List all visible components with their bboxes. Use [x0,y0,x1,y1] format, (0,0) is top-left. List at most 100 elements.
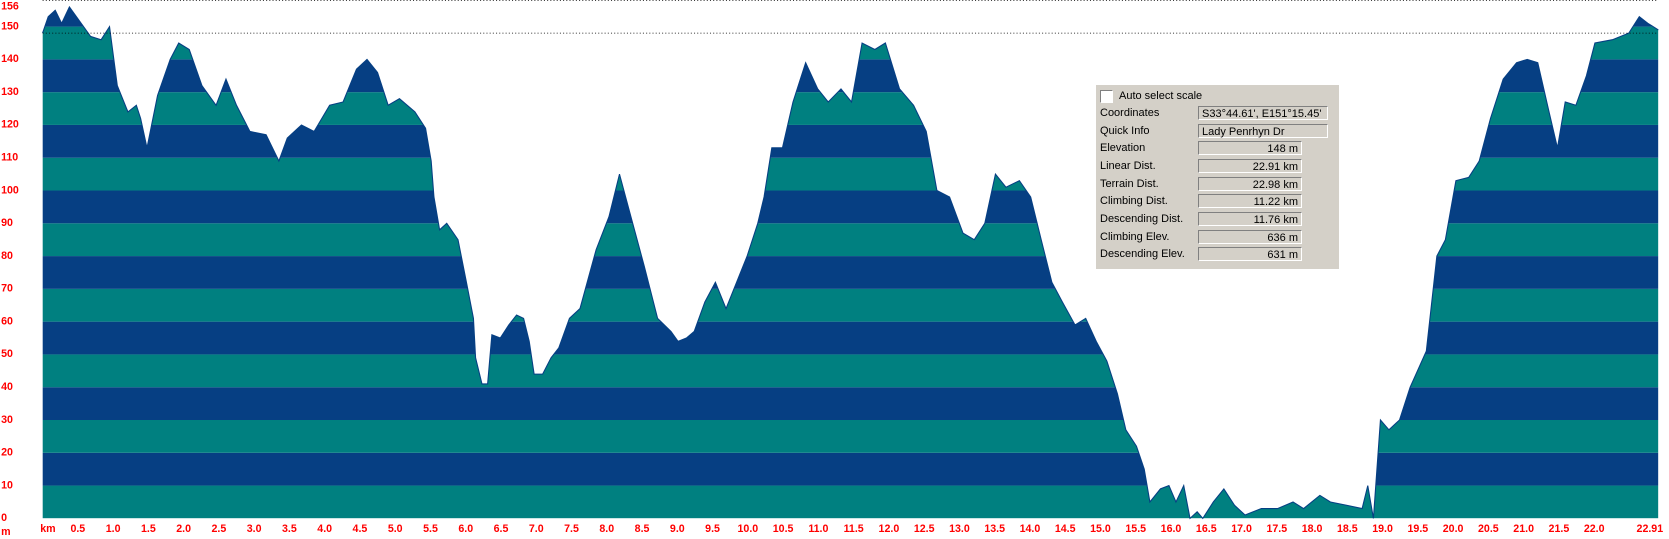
info-value: S33°44.61', E151°15.45' [1198,105,1328,120]
x-tick-label: 2.5 [212,523,227,535]
elevation-band [42,223,1659,257]
y-tick-label: 150 [1,20,19,32]
info-row: Climbing Dist. 11.22 km [1100,192,1335,210]
x-tick-label: 5.5 [423,523,438,535]
info-row: Quick Info Lady Penrhyn Dr [1100,122,1335,140]
x-tick-label: km [40,523,55,535]
x-tick-label: 16.5 [1196,523,1217,535]
elevation-band [42,387,1659,420]
info-label: Climbing Elev. [1100,230,1170,243]
x-tick-label: 9.0 [670,523,685,535]
elevation-band [42,354,1659,388]
x-tick-label: 16.0 [1161,523,1182,535]
info-label: Linear Dist. [1100,159,1156,172]
y-tick-label: 20 [1,447,13,459]
x-tick-label: 5.0 [388,523,403,535]
x-tick-label: 19.5 [1408,523,1429,535]
x-tick-label: 1.5 [141,523,156,535]
y-tick-label: 100 [1,184,19,196]
x-tick-label: 18.0 [1302,523,1323,535]
x-tick-label: 13.5 [984,523,1005,535]
info-label: Descending Elev. [1100,248,1185,261]
x-tick-label: 3.5 [282,523,297,535]
elevation-band [42,124,1659,158]
info-value: 148 m [1198,141,1302,156]
x-tick-label: 4.5 [353,523,368,535]
elevation-band [42,485,1659,519]
x-tick-label: 17.0 [1231,523,1252,535]
y-tick-label: 156 [1,1,19,13]
info-row: Elevation 148 m [1100,139,1335,157]
x-tick-label: 9.5 [705,523,720,535]
x-tick-label: 1.0 [106,523,121,535]
checkbox[interactable] [1100,89,1113,103]
elevation-band [42,419,1659,453]
x-tick-label: 7.5 [564,523,579,535]
elevation-band [42,452,1659,486]
info-label: Terrain Dist. [1100,177,1159,190]
info-label: Climbing Dist. [1100,195,1168,208]
auto-scale-option[interactable]: Auto select scale [1100,88,1335,104]
x-tick-label: 6.0 [458,523,473,535]
info-row: Terrain Dist. 22.98 km [1100,175,1335,193]
x-tick-label: 13.0 [949,523,970,535]
x-tick-label: 15.5 [1125,523,1146,535]
info-value: Lady Penrhyn Dr [1198,123,1328,138]
elevation-profile [42,5,1659,520]
y-tick-label: 90 [1,217,13,229]
y-tick-label: 50 [1,348,13,360]
info-row: Descending Elev. 631 m [1100,246,1335,264]
y-tick-label: 70 [1,283,13,295]
x-tick-label: 7.0 [529,523,544,535]
y-tick-label: 10 [1,479,13,491]
x-tick-label: 17.5 [1266,523,1287,535]
x-tick-label: 20.5 [1478,523,1499,535]
checkbox-label: Auto select scale [1119,90,1203,102]
y-tick-label: 120 [1,119,19,131]
y-tick-label: 140 [1,53,19,65]
y-tick-label: 30 [1,414,13,426]
elevation-band [42,157,1659,191]
x-tick-label: 19.0 [1372,523,1393,535]
x-tick-label: 15.0 [1090,523,1111,535]
elevation-band [42,92,1659,125]
info-value: 631 m [1198,247,1302,262]
elevation-band [42,6,1659,27]
x-tick-label: 8.0 [599,523,614,535]
elevation-band [42,288,1659,322]
x-tick-label: 14.5 [1055,523,1076,535]
x-tick-label: 12.0 [879,523,900,535]
elevation-band [42,59,1659,93]
info-value: 11.76 km [1198,211,1302,226]
info-row: Linear Dist. 22.91 km [1100,157,1335,175]
info-row: Descending Dist. 11.76 km [1100,210,1335,228]
x-tick-label: 22.0 [1584,523,1605,535]
x-tick-label: 12.5 [914,523,935,535]
y-tick-label: 60 [1,315,13,327]
y-tick-label: 110 [1,152,18,164]
info-value: 22.91 km [1198,158,1302,173]
info-label: Descending Dist. [1100,212,1184,225]
elevation-band [42,26,1659,60]
x-tick-label: 20.0 [1443,523,1464,535]
info-value: 11.22 km [1198,194,1302,209]
x-tick-label: 18.5 [1337,523,1358,535]
x-tick-label: 2.0 [176,523,191,535]
x-tick-label: 10.5 [773,523,794,535]
x-tick-label: 4.0 [317,523,332,535]
x-tick-label: 11.0 [808,523,828,535]
x-tick-label: 14.0 [1020,523,1041,535]
info-value: 22.98 km [1198,176,1302,191]
y-tick-label: 130 [1,86,19,98]
x-tick-label: 3.0 [247,523,262,535]
y-tick-label: 0 [1,512,7,524]
info-label: Coordinates [1100,106,1160,119]
info-panel: Auto select scale Coordinates S33°44.61',… [1096,85,1339,269]
x-tick-label: 6.5 [494,523,509,535]
elevation-band [42,321,1659,355]
x-tick-label: 10.0 [738,523,759,535]
x-tick-label: 21.5 [1549,523,1570,535]
y-tick-label: 40 [1,381,13,393]
